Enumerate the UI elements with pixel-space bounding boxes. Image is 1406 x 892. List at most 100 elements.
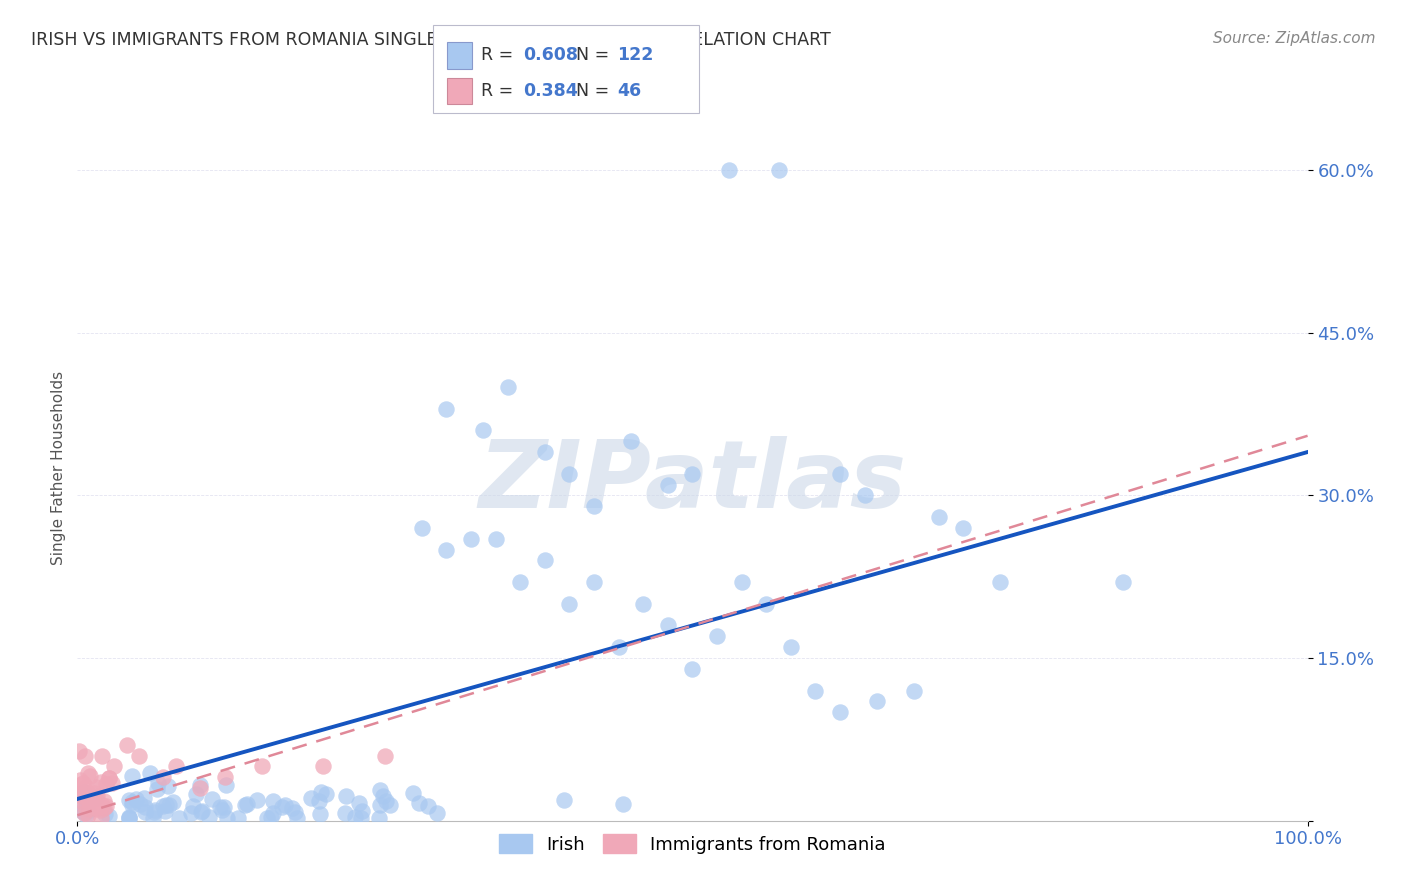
Point xyxy=(94,777,117,791)
Point xyxy=(91,798,114,813)
Point xyxy=(952,521,974,535)
Point xyxy=(73,785,96,799)
Point xyxy=(830,705,852,719)
Point xyxy=(125,791,148,805)
Point xyxy=(281,801,304,815)
Point xyxy=(235,797,257,811)
Point xyxy=(226,812,249,826)
Legend: Irish, Immigrants from Romania: Irish, Immigrants from Romania xyxy=(492,827,893,861)
Point xyxy=(903,683,925,698)
Point xyxy=(246,793,269,807)
Point xyxy=(67,778,90,792)
Point xyxy=(69,789,91,803)
Point xyxy=(1112,575,1135,590)
Point xyxy=(72,776,94,790)
Point xyxy=(188,778,211,792)
Point xyxy=(682,467,704,481)
Text: 0.608: 0.608 xyxy=(523,46,578,64)
Point xyxy=(121,769,143,783)
Point xyxy=(93,800,115,814)
Point xyxy=(509,575,531,590)
Point xyxy=(77,805,100,819)
Point xyxy=(211,804,233,818)
Point xyxy=(155,797,177,812)
Point xyxy=(583,500,606,514)
Point xyxy=(118,793,141,807)
Point xyxy=(134,800,156,814)
Text: IRISH VS IMMIGRANTS FROM ROMANIA SINGLE FATHER HOUSEHOLDS CORRELATION CHART: IRISH VS IMMIGRANTS FROM ROMANIA SINGLE … xyxy=(31,31,831,49)
Point xyxy=(67,787,90,801)
Point xyxy=(416,799,439,814)
Text: ZIPatlas: ZIPatlas xyxy=(478,436,907,528)
Point xyxy=(804,683,827,698)
Point xyxy=(380,798,402,813)
Point xyxy=(180,805,202,820)
Point xyxy=(350,812,373,826)
Point xyxy=(260,810,283,824)
Point xyxy=(250,759,273,773)
Point xyxy=(308,794,330,808)
Point xyxy=(118,809,141,823)
Point xyxy=(312,759,335,773)
Point xyxy=(70,804,93,818)
Point xyxy=(84,780,107,795)
Point xyxy=(190,805,212,819)
Point xyxy=(285,812,308,826)
Point xyxy=(94,799,117,814)
Point xyxy=(165,759,187,773)
Point xyxy=(190,805,212,820)
Point xyxy=(146,782,169,797)
Point xyxy=(411,521,433,535)
Point xyxy=(928,510,950,524)
Point xyxy=(67,792,90,806)
Point xyxy=(75,800,97,814)
Point xyxy=(86,789,108,803)
Point xyxy=(436,542,458,557)
Point xyxy=(183,798,205,813)
Point xyxy=(77,794,100,808)
Point xyxy=(86,800,108,814)
Point xyxy=(101,776,124,790)
Point xyxy=(233,798,256,813)
Point xyxy=(350,804,373,818)
Point xyxy=(198,810,221,824)
Point xyxy=(75,749,97,764)
Point xyxy=(83,786,105,800)
Point xyxy=(853,488,876,502)
Point xyxy=(142,811,165,825)
Point xyxy=(436,401,458,416)
Text: Source: ZipAtlas.com: Source: ZipAtlas.com xyxy=(1212,31,1375,46)
Point xyxy=(184,787,207,801)
Point xyxy=(76,765,98,780)
Point xyxy=(374,794,396,808)
Point xyxy=(460,532,482,546)
Point xyxy=(780,640,803,655)
Text: 0.384: 0.384 xyxy=(523,82,578,100)
Point xyxy=(607,640,630,655)
Point xyxy=(75,780,97,794)
Point xyxy=(94,807,117,822)
Point xyxy=(153,805,176,819)
Point xyxy=(657,618,679,632)
Text: 46: 46 xyxy=(617,82,641,100)
Point xyxy=(620,434,643,449)
Point xyxy=(866,694,889,708)
Point xyxy=(188,781,212,796)
Point xyxy=(118,812,141,826)
Point xyxy=(146,776,169,790)
Y-axis label: Single Father Households: Single Father Households xyxy=(51,371,66,566)
Point xyxy=(214,770,236,784)
Point xyxy=(72,790,94,805)
Point xyxy=(315,788,337,802)
Point xyxy=(77,802,100,816)
Point xyxy=(988,575,1011,590)
Point xyxy=(534,445,557,459)
Point xyxy=(167,812,190,826)
Point xyxy=(368,782,391,797)
Point xyxy=(98,809,121,823)
Point xyxy=(718,163,741,178)
Point xyxy=(98,771,121,785)
Point xyxy=(84,790,107,805)
Point xyxy=(472,423,495,437)
Point xyxy=(271,799,294,814)
